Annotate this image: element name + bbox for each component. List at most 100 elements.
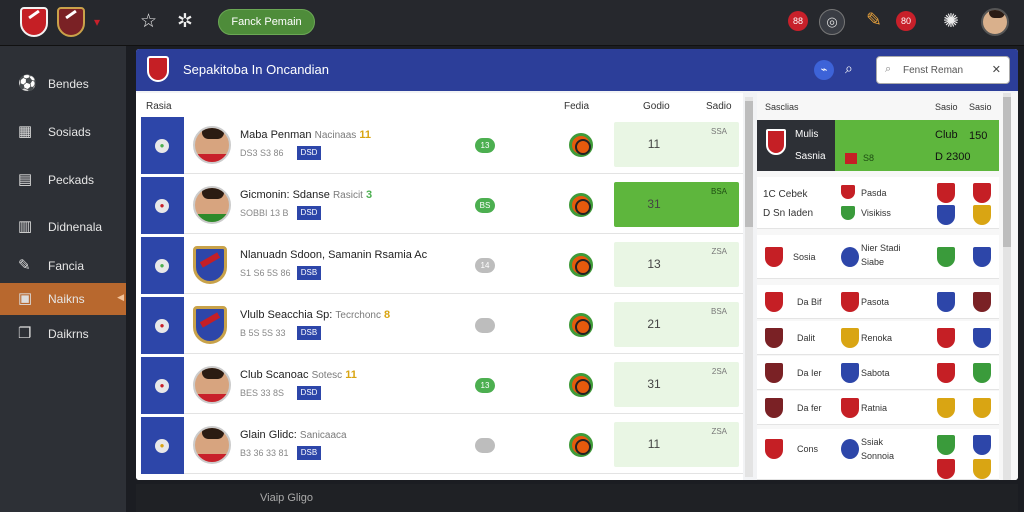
team-crest-icon	[765, 398, 783, 418]
match-row[interactable]: 1C Cebek D Sn Iaden Pasda Visikiss	[757, 177, 999, 229]
status-dot: ●	[155, 319, 169, 333]
match-row[interactable]: Dalit Renoka	[757, 321, 999, 355]
next-row-text: Viaip Gligo	[260, 492, 313, 504]
team-crest-icon	[841, 398, 859, 418]
club-crest-logo[interactable]	[20, 7, 48, 37]
match-right: Pasda	[861, 188, 887, 198]
club-ball-icon	[569, 313, 593, 337]
table-row[interactable]: ● Maba Penman Nacinaas 11 DS3 S3 86 DSD …	[141, 117, 743, 174]
right-header-away[interactable]: Sasio	[969, 102, 992, 112]
team-crest-icon	[937, 183, 955, 203]
search-icon[interactable]: ⌕	[845, 60, 853, 76]
team-crest-icon	[973, 247, 991, 267]
column-header-score[interactable]: Sadio	[706, 101, 732, 112]
team-crest-icon	[937, 398, 955, 418]
table-row[interactable]: ● Gicmonin: Sdanse Rasicit 3 SOBBI 13 B …	[141, 177, 743, 234]
team-crest-icon	[937, 328, 955, 348]
featured-score: D 2300	[935, 151, 971, 163]
list-scrollbar[interactable]	[745, 97, 753, 477]
globe-icon[interactable]: ◎	[819, 9, 845, 35]
goal-badge: 14	[475, 258, 495, 273]
featured-num: 150	[969, 130, 988, 142]
scrollbar-thumb[interactable]	[745, 101, 753, 227]
table-row[interactable]: ● Vlulb Seacchia Sp: Tecrchonc 8 B 5S 5S…	[141, 297, 743, 354]
player-photo	[193, 126, 231, 164]
position-tag: DSB	[297, 266, 321, 280]
column-header-name[interactable]: Rasia	[146, 101, 172, 112]
club-crest-icon	[193, 246, 227, 284]
club-ball-icon	[569, 193, 593, 217]
status-dot: ●	[155, 139, 169, 153]
ball-icon: ⚽	[18, 75, 37, 92]
scrollbar-thumb[interactable]	[1003, 97, 1011, 247]
notification-badge-left[interactable]: 88	[788, 11, 808, 31]
table-row[interactable]: ● Club Scanoac Sotesc 11 BES 33 8S DSD 1…	[141, 357, 743, 414]
match-left: Dalit	[797, 333, 816, 343]
match-left-sub: D Sn Iaden	[763, 208, 814, 219]
table-row[interactable]: ● Nlanuadn Sdoon, Samanin Rsamia Ac S1 S…	[141, 237, 743, 294]
notification-badge-right[interactable]: 80	[896, 11, 916, 31]
sidebar-item-naikns[interactable]: ▣ Naikns	[0, 283, 126, 315]
chevron-down-icon[interactable]: ▾	[94, 15, 101, 29]
goal-badge: 13	[475, 138, 495, 153]
match-row[interactable]: Da Ier Sabota	[757, 356, 999, 390]
sidebar-item-sosiads[interactable]: ▦ Sosiads	[18, 123, 91, 140]
featured-mid: S8	[863, 153, 875, 163]
team-crest-icon	[973, 183, 991, 203]
match-scrollbar[interactable]	[1003, 93, 1011, 480]
sidebar-item-didnenala[interactable]: ▥ Didnenala	[18, 218, 103, 235]
sidebar-item-daikrns[interactable]: ❐ Daikrns	[18, 325, 89, 342]
user-avatar[interactable]	[981, 8, 1009, 36]
team-crest-icon	[973, 459, 991, 479]
find-player-button[interactable]: Fanck Pemain	[218, 9, 315, 35]
column-header-club[interactable]: Fedia	[564, 101, 590, 112]
match-right: Nier Stadi	[861, 243, 901, 253]
match-row[interactable]: Sosia Nier Stadi Siabe	[757, 235, 999, 279]
right-header-team[interactable]: Sasclias	[765, 102, 799, 112]
search-input-value: Fenst Reman	[903, 65, 964, 76]
featured-highlight	[835, 120, 999, 171]
league-crest-logo	[147, 56, 169, 82]
player-photo	[193, 366, 231, 404]
status-dot: ●	[155, 439, 169, 453]
small-flag-icon	[845, 153, 857, 164]
star-icon[interactable]: ☆	[140, 11, 158, 32]
row-status-bar: ●	[141, 237, 184, 294]
team-crest-icon	[937, 292, 955, 312]
team-crest-icon	[765, 363, 783, 383]
column-header-goals[interactable]: Godio	[643, 101, 670, 112]
tag-icon: ▣	[18, 290, 33, 307]
sidebar-item-fancia[interactable]: ✎ Fancia	[18, 257, 85, 274]
close-icon[interactable]: ✕	[991, 64, 1001, 76]
club-crest-secondary-logo[interactable]	[57, 7, 85, 37]
featured-match-card[interactable]: Mulis Sasnia S8 Club 150 D 2300	[757, 120, 999, 171]
match-left: Da fer	[797, 403, 822, 413]
search-input[interactable]: ⌕ Fenst Reman ✕	[876, 56, 1010, 84]
match-left: Cons	[797, 444, 819, 454]
club-crest-icon	[766, 129, 786, 155]
match-right: Renoka	[861, 333, 893, 343]
club-ball-icon	[569, 373, 593, 397]
sidebar-item-bendes[interactable]: ⚽ Bendes	[18, 75, 89, 92]
burst-icon[interactable]: ✲	[177, 11, 193, 32]
whistle-icon[interactable]: ✎	[866, 10, 882, 31]
player-meta: BES 33 8S	[240, 388, 285, 398]
team-crest-icon	[841, 206, 855, 220]
match-row[interactable]: Da Bif Pasota	[757, 285, 999, 319]
panel-title: Sepakitoba In Oncandian	[183, 62, 329, 77]
team-crest-icon	[765, 439, 783, 459]
team-crest-icon	[841, 185, 855, 199]
match-row[interactable]: Cons Ssiak Sonnoia	[757, 429, 999, 480]
score-cell: 21 BSA	[614, 302, 739, 347]
goal-badge	[475, 438, 495, 453]
match-row[interactable]: Da fer Ratnia	[757, 391, 999, 425]
mic-icon[interactable]: ⌁	[814, 60, 834, 80]
team-crest-icon	[937, 435, 955, 455]
player-name: Glain Glidc: Sanicaaca	[240, 429, 347, 441]
right-header-home[interactable]: Sasio	[935, 102, 958, 112]
grid-icon: ▦	[18, 123, 33, 140]
sidebar-item-peckads[interactable]: ▤ Peckads	[18, 171, 95, 188]
table-row[interactable]: ● Glain Glidc: Sanicaaca B3 36 33 81 DSB…	[141, 417, 743, 474]
team-crest-icon	[841, 292, 859, 312]
settings-gear-icon[interactable]: ✺	[943, 11, 959, 32]
